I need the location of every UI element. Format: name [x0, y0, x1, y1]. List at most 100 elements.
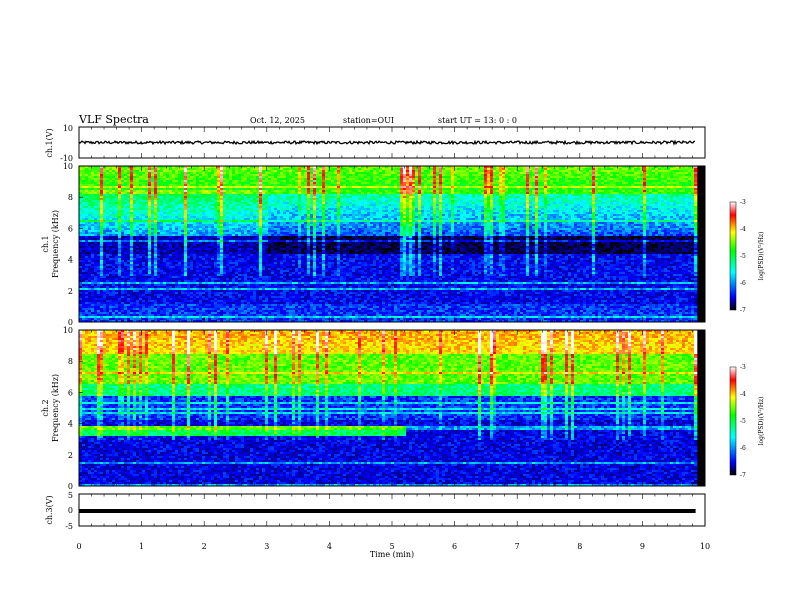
ch1-spec-cell-1063	[178, 176, 181, 178]
ch1-spec-cell-1258	[145, 178, 148, 180]
ch1-spec-cell-1148	[433, 176, 436, 178]
ch1-spec-cell-605	[658, 170, 661, 172]
ch1-spec-cell-1036	[97, 176, 100, 178]
ch1-spec-cell-1267	[172, 178, 175, 180]
ch1-spec-cell-861	[190, 174, 193, 176]
ch1-spec-cell-1131	[382, 176, 385, 178]
ch1-spec-cell-869	[214, 174, 217, 176]
ch1-spec-cell-602	[649, 170, 652, 172]
ch1-spec-cell-510	[373, 170, 376, 172]
ch1-spec-cell-847	[148, 174, 151, 176]
ch1-spec-cell-887	[268, 174, 271, 176]
ch1-spec-cell-825	[82, 174, 85, 176]
ch1-spec-cell-330	[451, 168, 454, 170]
ch1-spec-cell-563	[532, 170, 535, 172]
ch1-spec-cell-627	[106, 172, 109, 174]
ch1-spec-cell-1264	[163, 178, 166, 180]
ch1-spec-cell-1022	[673, 174, 676, 176]
ch1-spec-cell-1224	[661, 176, 664, 178]
ch1-spec-cell-1361	[454, 178, 457, 180]
ch1-spec-cell-621	[88, 172, 91, 174]
ch1-spec-cell-660	[205, 172, 208, 174]
ch1-spec-cell-1035	[94, 176, 97, 178]
ch1-spec-cell-522	[409, 170, 412, 172]
ch1-spec-cell-715	[370, 172, 373, 174]
ch1-spec-cell-751	[478, 172, 481, 174]
ch1-spec-cell-983	[556, 174, 559, 176]
ch1-spec-cell-1125	[364, 176, 367, 178]
ch1-spec-cell-242	[187, 168, 190, 170]
ch1-spec-cell-362	[547, 168, 550, 170]
ch1-spec-cell-990	[577, 174, 580, 176]
ch1-spec-cell-1103	[298, 176, 301, 178]
ch1-spec-cell-814	[667, 172, 670, 174]
ch1-spec-cell-1152	[445, 176, 448, 178]
ch1-spec-cell-333	[460, 168, 463, 170]
ch1-spec-cell-1098	[283, 176, 286, 178]
ch1-spec-cell-1399	[568, 178, 571, 180]
ch1-spec-cell-759	[502, 172, 505, 174]
ch1-spec-cell-533	[442, 170, 445, 172]
ch1-spec-cell-355	[526, 168, 529, 170]
ch1-spec-cell-1124	[361, 176, 364, 178]
ch1-spec-cell-348	[505, 168, 508, 170]
ch1-waveform-panel: 10 -10 ch.1(V)	[45, 124, 705, 163]
ch1-spec-cell-239	[178, 168, 181, 170]
ch1-spec-cell-1348	[415, 178, 418, 180]
ch1-spec-cell-1153	[448, 176, 451, 178]
ch1-spec-cell-1142	[415, 176, 418, 178]
ch1-spec-cell-735	[430, 172, 433, 174]
ch1-spec-cell-622	[91, 172, 94, 174]
ch1-spec-cell-1250	[121, 178, 124, 180]
ch1-spec-cell-864	[199, 174, 202, 176]
ch1-spec-cell-392	[637, 168, 640, 170]
ch1-spec-cell-215	[106, 168, 109, 170]
ch1-spec-cell-240	[181, 168, 184, 170]
ch1-spec-cell-1188	[553, 176, 556, 178]
ch1-spec-cell-1382	[517, 178, 520, 180]
ch1-spec-cell-1141	[412, 176, 415, 178]
ch1-spec-cell-553	[502, 170, 505, 172]
ch1-spec-cell-800	[625, 172, 628, 174]
ch1-spec-cell-1359	[448, 178, 451, 180]
ch1-spec-cell-375	[586, 168, 589, 170]
ch1-spec-cell-433	[142, 170, 145, 172]
ch1-spec-cell-427	[124, 170, 127, 172]
ch1-spec-cell-1165	[484, 176, 487, 178]
date-label: Oct. 12, 2025	[250, 116, 305, 125]
ch1-spec-cell-976	[535, 174, 538, 176]
ch1-spec-cell-536	[451, 170, 454, 172]
ch1-spec-cell-305	[376, 168, 379, 170]
ch1-spec-cell-842	[133, 174, 136, 176]
ch1-spec-cell-1329	[358, 178, 361, 180]
ch1-spec-cell-1027	[688, 174, 691, 176]
ch1-spec-cell-817	[676, 172, 679, 174]
ch1-spec-cell-534	[445, 170, 448, 172]
ch1-spec-cell-1184	[541, 176, 544, 178]
ch1-spec-cell-343	[490, 168, 493, 170]
ch1-spec-cell-1082	[235, 176, 238, 178]
ch1-spec-cell-632	[121, 172, 124, 174]
ch1-spec-cell-696	[313, 172, 316, 174]
ch1-spec-cell-1390	[541, 178, 544, 180]
ch1-spec-cell-1215	[634, 176, 637, 178]
ch1-spec-cell-231	[154, 168, 157, 170]
ch1-spec-cell-853	[166, 174, 169, 176]
ch1-spec-cell-1144	[421, 176, 424, 178]
ch1-spec-cell-1043	[118, 176, 121, 178]
ch1-spec-cell-894	[289, 174, 292, 176]
ch1-spec-cell-550	[493, 170, 496, 172]
ch1-spec-cell-846	[145, 174, 148, 176]
ch1-spec-cell-418	[97, 170, 100, 172]
ch1-spec-cell-915	[352, 174, 355, 176]
ch1-spec-cell-638	[139, 172, 142, 174]
ch1-spec-cell-532	[439, 170, 442, 172]
ch1-spec-cell-291	[334, 168, 337, 170]
ch1-spec-cell-458	[217, 170, 220, 172]
ch1-spec-cell-927	[388, 174, 391, 176]
ch1-spec-cell-811	[658, 172, 661, 174]
ch1-spec-cell-598	[637, 170, 640, 172]
ch1-spec-cell-424	[115, 170, 118, 172]
ch1-spec-cell-1162	[475, 176, 478, 178]
ch1-spec-cell-1270	[181, 178, 184, 180]
